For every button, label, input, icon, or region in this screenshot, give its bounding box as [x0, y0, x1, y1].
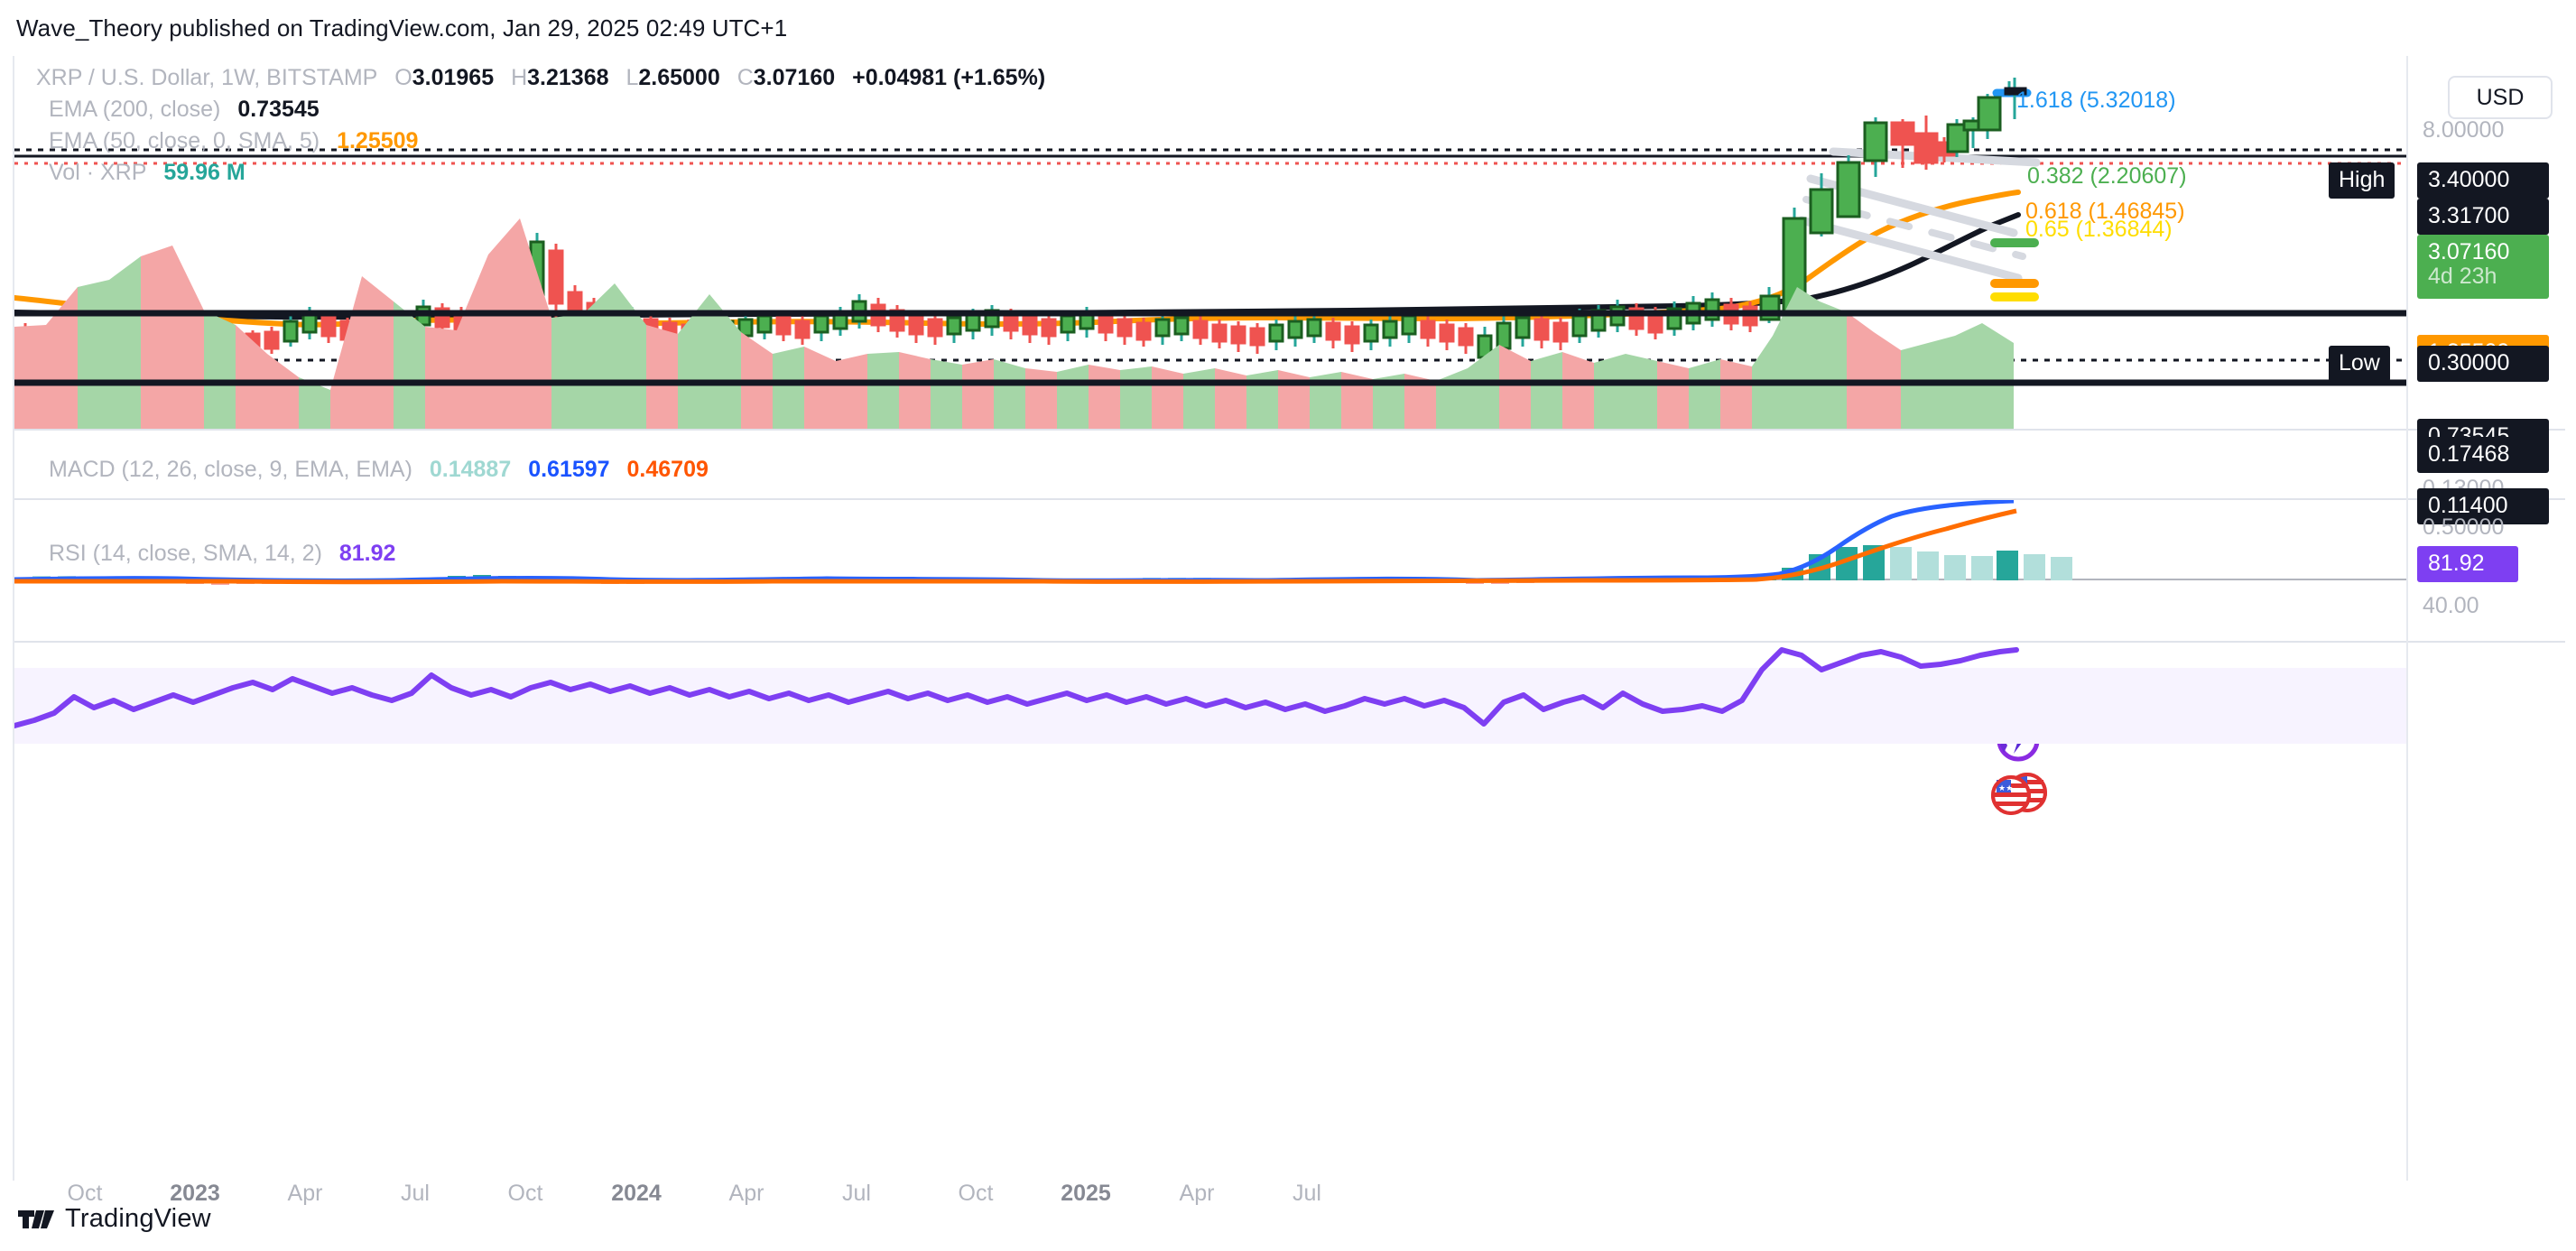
rsi-plot [14, 643, 2408, 798]
svg-text:★★: ★★ [1998, 783, 2013, 792]
legend-symbol[interactable]: XRP / U.S. Dollar, 1W, BITSTAMP [36, 65, 378, 90]
chart-frame: ★★ [13, 56, 2565, 1181]
price-scale[interactable]: USD 8.00000 2.00000 0.50000 0.20000 0.13… [2329, 56, 2576, 1181]
volume-legend-value: 59.96 M [163, 160, 246, 185]
fib-label-1618: 1.618 (5.32018) [2016, 88, 2176, 113]
time-label-0: Oct [67, 1181, 103, 1206]
trend-channel-dashed [1802, 196, 2026, 260]
pane-separator-macd [14, 498, 2565, 500]
high-price-badge: 3.40000 [2417, 162, 2549, 199]
volume-plot [14, 200, 2408, 429]
macd-legend-macd-value: 0.61597 [528, 457, 610, 482]
time-label-6: Apr [728, 1181, 764, 1206]
volume-area-series [14, 218, 2408, 429]
time-label-1: 2023 [170, 1181, 220, 1206]
high-tag: High [2329, 162, 2395, 199]
tradingview-logo-icon [18, 1209, 54, 1228]
time-label-5: 2024 [611, 1181, 662, 1206]
macd-signal-line [14, 508, 2017, 585]
legend-low-value: 2.65000 [638, 65, 720, 90]
pane-separator-volume [14, 429, 2565, 431]
legend-close-value: 3.07160 [753, 65, 836, 90]
currency-unit-button[interactable]: USD [2448, 76, 2553, 119]
low-tag: Low [2329, 346, 2390, 382]
time-label-4: Oct [507, 1181, 543, 1206]
volume-legend-label[interactable]: Vol · XRP [49, 160, 147, 185]
level-badge-11400: 0.11400 [2417, 488, 2549, 524]
time-label-10: Apr [1179, 1181, 1215, 1206]
macd-plot [14, 500, 2408, 641]
legend-change: +0.04981 (+1.65%) [852, 65, 1046, 90]
ema200-legend-value: 0.73545 [237, 97, 320, 122]
macd-legend-signal-value: 0.46709 [626, 457, 709, 482]
pane-separator-rsi [14, 641, 2565, 643]
tradingview-wordmark: TradingView [65, 1204, 211, 1233]
bar-countdown: 4d 23h [2428, 264, 2497, 289]
time-axis[interactable]: Oct 2023 Apr Jul Oct 2024 Apr Jul Oct 20… [13, 1181, 2563, 1220]
rsi-line [14, 647, 2019, 728]
footer-branding: TradingView [18, 1204, 211, 1234]
time-label-11: Jul [1293, 1181, 1321, 1206]
last-price-value: 3.07160 [2428, 239, 2510, 264]
rsi-legend-label[interactable]: RSI (14, close, SMA, 14, 2) [49, 541, 322, 566]
time-label-3: Jul [401, 1181, 430, 1206]
time-label-2: Apr [287, 1181, 323, 1206]
time-label-7: Jul [842, 1181, 871, 1206]
legend-high-label: H [511, 65, 528, 90]
attribution-line: Wave_Theory published on TradingView.com… [16, 14, 788, 42]
ema50-legend-label[interactable]: EMA (50, close, 0, SMA, 5) [49, 128, 320, 153]
ema200-legend: EMA (200, close) 0.73545 [49, 97, 320, 123]
legend-close-label: C [737, 65, 754, 90]
time-label-9: 2025 [1061, 1181, 1111, 1206]
prev-high-badge: 3.31700 [2417, 199, 2549, 235]
low-price-badge: 0.30000 [2417, 346, 2549, 382]
last-price-badge[interactable]: 3.07160 4d 23h [2417, 235, 2549, 299]
fib-label-065: 0.65 (1.36844) [2025, 217, 2173, 242]
legend-open-label: O [394, 65, 412, 90]
us-economic-event-icon[interactable]: ★★ [1988, 771, 2051, 820]
rsi-legend-value: 81.92 [338, 541, 396, 566]
legend-low-label: L [625, 65, 639, 90]
ema50-legend: EMA (50, close, 0, SMA, 5) 1.25509 [49, 128, 418, 154]
rsi-tick-40: 40.00 [2423, 593, 2479, 618]
legend-high-value: 3.21368 [527, 65, 609, 90]
macd-legend-hist-value: 0.14887 [429, 457, 512, 482]
price-tick-8: 8.00000 [2423, 117, 2505, 143]
fib-label-0618: 0.618 (1.46845) [2025, 199, 2185, 224]
macd-tick-0-5: 0.50000 [2423, 514, 2505, 540]
fib-label-0382: 0.382 (2.20607) [2027, 163, 2187, 189]
rsi-legend: RSI (14, close, SMA, 14, 2) 81.92 [49, 541, 395, 567]
macd-legend-label[interactable]: MACD (12, 26, close, 9, EMA, EMA) [49, 457, 412, 482]
ema50-legend-value: 1.25509 [337, 128, 419, 153]
legend-open-value: 3.01965 [412, 65, 495, 90]
rsi-value-badge: 81.92 [2417, 546, 2518, 582]
volume-legend: Vol · XRP 59.96 M [49, 160, 246, 186]
time-label-8: Oct [958, 1181, 994, 1206]
ema200-legend-label[interactable]: EMA (200, close) [49, 97, 221, 122]
main-legend: XRP / U.S. Dollar, 1W, BITSTAMP O3.01965… [36, 65, 1045, 91]
level-badge-17468: 0.17468 [2417, 437, 2549, 473]
macd-legend: MACD (12, 26, close, 9, EMA, EMA) 0.1488… [49, 457, 709, 483]
